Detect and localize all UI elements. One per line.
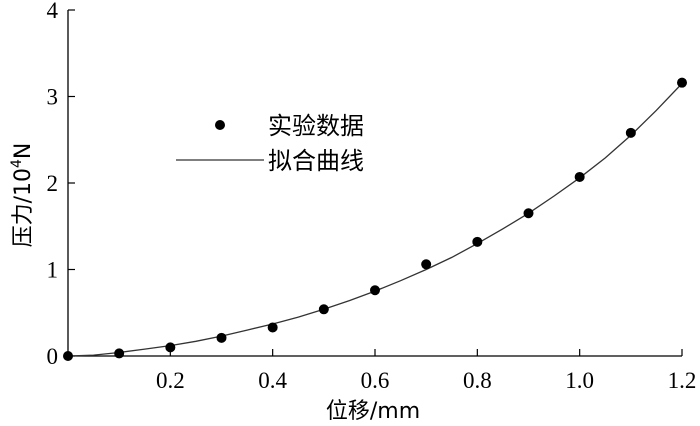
legend: 实验数据 拟合曲线 bbox=[176, 112, 364, 175]
data-point bbox=[267, 322, 278, 333]
data-point bbox=[165, 342, 176, 353]
data-point bbox=[216, 332, 227, 343]
y-tick-label: 0 bbox=[47, 344, 59, 369]
x-tick-label: 0.2 bbox=[156, 368, 185, 393]
y-tick-label: 4 bbox=[47, 0, 59, 23]
fitted-curve-line bbox=[67, 83, 683, 357]
x-tick-label: 0.6 bbox=[361, 368, 390, 393]
plot-area: 0 1 2 3 4 0.2 0.4 0.6 0.8 1.0 1.2 bbox=[47, 0, 697, 393]
data-point bbox=[421, 259, 432, 270]
svg-text:压力/104N: 压力/104N bbox=[9, 143, 36, 248]
x-tick-label: 0.4 bbox=[258, 368, 287, 393]
data-point bbox=[370, 285, 380, 296]
legend-marker-experimental-data bbox=[215, 120, 225, 130]
data-point bbox=[472, 236, 483, 247]
x-tick-label: 1.0 bbox=[565, 368, 594, 393]
data-point bbox=[318, 304, 329, 315]
data-point bbox=[677, 77, 687, 88]
y-tick-label: 2 bbox=[47, 171, 59, 196]
y-axis-title-sup: 4 bbox=[9, 159, 25, 168]
y-axis-title: 压力/104N bbox=[9, 143, 36, 248]
data-point bbox=[574, 171, 585, 182]
y-tick-label: 1 bbox=[47, 258, 59, 283]
x-tick-label: 0.8 bbox=[463, 368, 492, 393]
y-tick-label: 3 bbox=[47, 85, 59, 110]
y-axis-title-main: 压力/10 bbox=[11, 168, 36, 247]
y-axis-title-unit: N bbox=[11, 143, 36, 159]
legend-label-experimental-data: 实验数据 bbox=[268, 112, 364, 140]
x-tick-label: 1.2 bbox=[668, 368, 697, 393]
x-axis-title: 位移/mm bbox=[326, 399, 420, 424]
data-point bbox=[114, 348, 125, 359]
legend-label-fitted-curve: 拟合曲线 bbox=[268, 147, 364, 175]
data-point bbox=[63, 351, 73, 361]
data-point bbox=[625, 127, 636, 138]
data-point bbox=[523, 208, 534, 219]
